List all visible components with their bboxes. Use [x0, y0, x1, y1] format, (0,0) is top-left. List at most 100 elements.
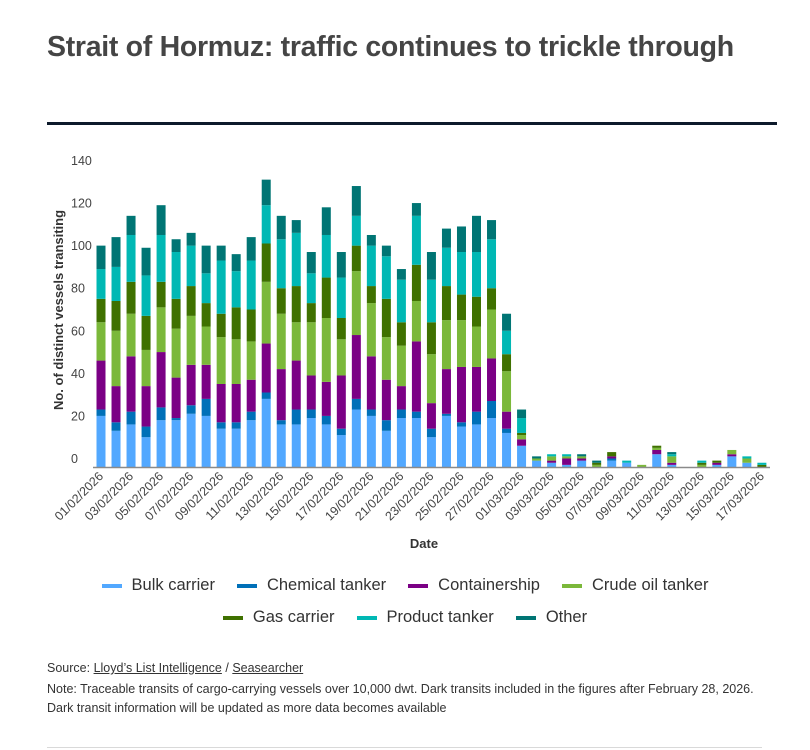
bar-segment-other[interactable]: [336, 252, 346, 278]
bar-segment-chemical-tanker[interactable]: [111, 422, 121, 431]
bar-segment-containership[interactable]: [502, 411, 512, 429]
bar-segment-crude-oil-tanker[interactable]: [667, 456, 677, 463]
legend-item-containership[interactable]: Containership: [408, 576, 540, 595]
bar-stack[interactable]: [141, 247, 151, 467]
bar-segment-other[interactable]: [156, 205, 166, 235]
bar-segment-crude-oil-tanker[interactable]: [426, 354, 436, 404]
source-link-seasearcher[interactable]: Seasearcher: [232, 661, 304, 675]
bar-segment-chemical-tanker[interactable]: [426, 428, 436, 438]
bar-segment-crude-oil-tanker[interactable]: [276, 313, 286, 370]
bar-stack[interactable]: [622, 460, 632, 467]
bar-segment-containership[interactable]: [96, 360, 106, 410]
bar-segment-gas-carrier[interactable]: [171, 298, 181, 329]
bar-segment-chemical-tanker[interactable]: [96, 409, 106, 416]
bar-segment-crude-oil-tanker[interactable]: [366, 303, 376, 357]
bar-segment-chemical-tanker[interactable]: [156, 407, 166, 421]
bar-segment-crude-oil-tanker[interactable]: [517, 435, 527, 440]
bar-segment-crude-oil-tanker[interactable]: [231, 339, 241, 384]
bar-stack[interactable]: [637, 464, 647, 467]
bar-stack[interactable]: [201, 245, 211, 467]
bar-stack[interactable]: [171, 239, 181, 467]
bar-segment-other[interactable]: [261, 179, 271, 206]
bar-segment-bulk-carrier[interactable]: [291, 424, 301, 467]
bar-segment-containership[interactable]: [336, 375, 346, 429]
bar-stack[interactable]: [336, 252, 346, 467]
bar-segment-other[interactable]: [396, 269, 406, 280]
bar-segment-bulk-carrier[interactable]: [156, 420, 166, 467]
bar-segment-crude-oil-tanker[interactable]: [306, 322, 316, 376]
bar-stack[interactable]: [727, 449, 737, 467]
bar-segment-containership[interactable]: [186, 364, 196, 406]
bar-segment-gas-carrier[interactable]: [306, 303, 316, 323]
bar-segment-crude-oil-tanker[interactable]: [126, 313, 136, 357]
bar-stack[interactable]: [712, 460, 722, 467]
bar-segment-bulk-carrier[interactable]: [517, 445, 527, 467]
bar-segment-chemical-tanker[interactable]: [472, 411, 481, 425]
bar-segment-bulk-carrier[interactable]: [456, 426, 466, 467]
legend-item-chemical-tanker[interactable]: Chemical tanker: [236, 576, 386, 595]
bar-segment-other[interactable]: [231, 254, 241, 272]
bar-stack[interactable]: [652, 445, 662, 467]
bar-segment-product-tanker[interactable]: [502, 330, 512, 355]
bar-segment-other[interactable]: [366, 234, 376, 246]
bar-stack[interactable]: [261, 179, 271, 467]
bar-segment-bulk-carrier[interactable]: [141, 437, 151, 467]
bar-segment-other[interactable]: [411, 203, 421, 216]
bar-segment-crude-oil-tanker[interactable]: [171, 328, 181, 378]
bar-segment-product-tanker[interactable]: [472, 252, 481, 297]
bar-segment-containership[interactable]: [291, 360, 301, 410]
bar-segment-other[interactable]: [126, 215, 136, 235]
bar-stack[interactable]: [667, 452, 677, 467]
bar-segment-crude-oil-tanker[interactable]: [216, 337, 226, 384]
bar-segment-product-tanker[interactable]: [562, 454, 572, 457]
bar-stack[interactable]: [577, 454, 587, 467]
bar-segment-bulk-carrier[interactable]: [742, 462, 752, 467]
legend-item-crude-oil-tanker[interactable]: Crude oil tanker: [561, 576, 708, 595]
bar-segment-product-tanker[interactable]: [96, 269, 106, 299]
bar-segment-product-tanker[interactable]: [201, 273, 211, 304]
bar-segment-other[interactable]: [456, 226, 466, 253]
bar-segment-product-tanker[interactable]: [336, 277, 346, 318]
bar-segment-gas-carrier[interactable]: [502, 354, 512, 372]
bar-stack[interactable]: [502, 313, 512, 467]
bar-stack[interactable]: [456, 226, 466, 467]
bar-segment-chemical-tanker[interactable]: [351, 398, 361, 410]
bar-segment-containership[interactable]: [396, 386, 406, 410]
bar-segment-other[interactable]: [577, 454, 587, 457]
bar-segment-product-tanker[interactable]: [487, 239, 497, 289]
bar-stack[interactable]: [96, 245, 106, 467]
bar-segment-chemical-tanker[interactable]: [261, 392, 271, 399]
bar-segment-crude-oil-tanker[interactable]: [96, 322, 106, 361]
legend-item-bulk-carrier[interactable]: Bulk carrier: [101, 576, 215, 595]
bar-segment-containership[interactable]: [246, 379, 256, 412]
bar-segment-product-tanker[interactable]: [381, 256, 391, 299]
bar-segment-crude-oil-tanker[interactable]: [291, 322, 301, 361]
bar-segment-containership[interactable]: [517, 439, 527, 446]
bar-stack[interactable]: [441, 228, 451, 467]
bar-stack[interactable]: [426, 252, 436, 467]
bar-segment-crude-oil-tanker[interactable]: [727, 449, 737, 455]
bar-segment-product-tanker[interactable]: [321, 234, 331, 278]
bar-segment-other[interactable]: [96, 245, 106, 270]
bar-stack[interactable]: [306, 252, 316, 467]
bar-segment-containership[interactable]: [231, 383, 241, 423]
bar-segment-gas-carrier[interactable]: [216, 313, 226, 338]
bar-segment-crude-oil-tanker[interactable]: [547, 456, 557, 461]
bar-segment-product-tanker[interactable]: [246, 260, 256, 310]
bar-segment-chemical-tanker[interactable]: [456, 422, 466, 427]
bar-segment-containership[interactable]: [577, 458, 587, 461]
bar-segment-bulk-carrier[interactable]: [411, 418, 421, 467]
bar-segment-bulk-carrier[interactable]: [201, 415, 211, 467]
bar-segment-containership[interactable]: [321, 381, 331, 416]
bar-segment-containership[interactable]: [141, 386, 151, 427]
bar-segment-crude-oil-tanker[interactable]: [502, 371, 512, 412]
bar-segment-gas-carrier[interactable]: [441, 286, 451, 321]
bar-stack[interactable]: [472, 215, 481, 467]
bar-segment-crude-oil-tanker[interactable]: [441, 320, 451, 370]
bar-stack[interactable]: [186, 232, 196, 467]
bar-segment-product-tanker[interactable]: [441, 247, 451, 287]
bar-segment-gas-carrier[interactable]: [517, 432, 527, 436]
bar-segment-containership[interactable]: [472, 366, 481, 412]
bar-segment-other[interactable]: [472, 215, 481, 253]
bar-segment-bulk-carrier[interactable]: [231, 428, 241, 467]
